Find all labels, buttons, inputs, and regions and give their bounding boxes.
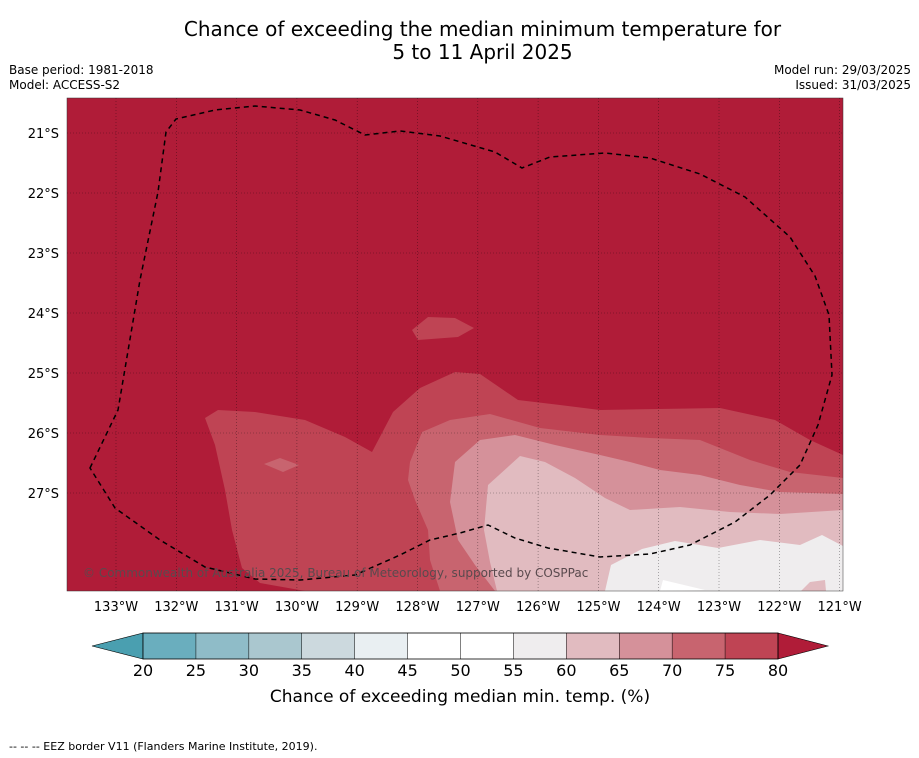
lat-label: 25°S: [28, 367, 59, 382]
lon-label: 132°W: [154, 600, 198, 615]
colorbar-cell: [460, 633, 514, 659]
colorbar-extend-low: [91, 632, 144, 660]
colorbar-cell: [143, 633, 196, 659]
colorbar-tick-label: 50: [450, 661, 470, 680]
colorbar-cell: [195, 633, 249, 659]
lon-label: 125°W: [576, 600, 620, 615]
colorbar-tick-label: 20: [133, 661, 153, 680]
meta-left: Base period: 1981-2018 Model: ACCESS-S2: [9, 63, 154, 93]
eez-footnote: -- -- -- EEZ border V11 (Flanders Marine…: [9, 740, 318, 753]
copyright-text: © Commonwealth of Australia 2025, Bureau…: [83, 566, 588, 580]
lat-labels: 21°S 22°S 23°S 24°S 25°S 26°S 27°S: [28, 127, 59, 502]
colorbar-tick-label: 30: [239, 661, 259, 680]
title-line-1: Chance of exceeding the median minimum t…: [183, 17, 782, 41]
colorbar-extend-high: [777, 632, 830, 660]
lat-label: 26°S: [28, 427, 59, 442]
colorbar: 20 25 30 35 40 45 50 55 60 65 70 75 80 Chance of exc…: [91, 632, 830, 707]
colorbar-cell: [248, 633, 302, 659]
lat-label: 21°S: [28, 127, 59, 142]
lat-label: 23°S: [28, 247, 59, 262]
eez-border: [89, 105, 833, 581]
colorbar-tick-label: 60: [556, 661, 576, 680]
issued-date: Issued: 31/03/2025: [795, 78, 911, 92]
band-50-55: [660, 580, 705, 591]
lon-label: 122°W: [757, 600, 801, 615]
meta-right: Model run: 29/03/2025 Issued: 31/03/2025: [774, 63, 911, 93]
colorbar-cell: [407, 633, 461, 659]
lon-label: 123°W: [697, 600, 741, 615]
band-60-65-corner: [801, 580, 826, 591]
colorbar-cell: [672, 633, 726, 659]
lon-label: 128°W: [395, 600, 439, 615]
lon-labels: 133°W 132°W 131°W 130°W 129°W 128°W 127°W 126°W…: [94, 600, 862, 615]
lon-label: 121°W: [818, 600, 862, 615]
chart-title: Chance of exceeding the median minimum t…: [0, 18, 919, 64]
lon-label: 124°W: [637, 600, 681, 615]
lon-label: 133°W: [94, 600, 138, 615]
colorbar-label: Chance of exceeding median min. temp. (%…: [270, 687, 650, 707]
model-name: Model: ACCESS-S2: [9, 78, 121, 92]
colorbar-tick-label: 65: [609, 661, 629, 680]
band-70-75-patch: [264, 458, 299, 472]
lat-label: 22°S: [28, 187, 59, 202]
map-frame: [66, 97, 844, 592]
colorbar-tick-label: 35: [292, 661, 312, 680]
colorbar-tick-label: 25: [186, 661, 206, 680]
band-55-60: [605, 535, 843, 591]
band-75-80-patch: [412, 317, 474, 340]
map-area: [67, 98, 843, 591]
lat-label: 24°S: [28, 307, 59, 322]
colorbar-cell: [619, 633, 673, 659]
colorbar-cell: [513, 633, 567, 659]
title-line-2: 5 to 11 April 2025: [392, 40, 573, 64]
colorbar-tick-label: 40: [344, 661, 364, 680]
colorbar-cell: [301, 633, 355, 659]
colorbar-tick-label: 45: [397, 661, 417, 680]
colorbar-ticks: 20 25 30 35 40 45 50 55 60 65 70 75 80: [133, 633, 788, 680]
colorbar-cell: [566, 633, 620, 659]
colorbar-cell: [725, 633, 778, 659]
colorbar-cell: [354, 633, 408, 659]
lon-label: 129°W: [335, 600, 379, 615]
lon-label: 126°W: [516, 600, 560, 615]
colorbar-tick-label: 55: [503, 661, 523, 680]
lon-label: 127°W: [456, 600, 500, 615]
lon-label: 131°W: [215, 600, 259, 615]
gridlines: [67, 98, 843, 591]
colorbar-tick-label: 75: [715, 661, 735, 680]
base-period: Base period: 1981-2018: [9, 63, 154, 77]
lat-label: 27°S: [28, 487, 59, 502]
colorbar-tick-label: 80: [768, 661, 788, 680]
model-run: Model run: 29/03/2025: [773, 63, 911, 77]
colorbar-cells: [143, 633, 778, 659]
lon-label: 130°W: [275, 600, 319, 615]
colorbar-tick-label: 70: [662, 661, 682, 680]
